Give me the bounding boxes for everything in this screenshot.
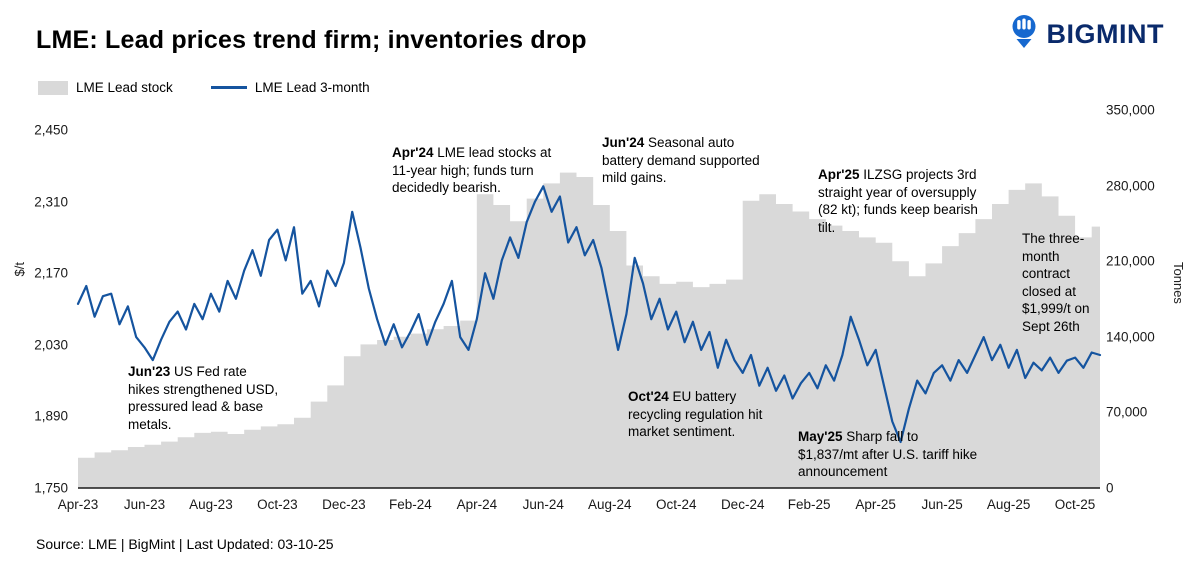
x-tick-label: Apr-24 (456, 497, 498, 512)
annotation-may25: May'25 Sharp fall to $1,837/mt after U.S… (798, 429, 978, 480)
x-tick-label: Feb-25 (787, 497, 831, 512)
annotation-apr25: Apr'25 ILZSG projects 3rd straight year … (818, 167, 978, 235)
legend-label-stock: LME Lead stock (76, 80, 173, 95)
y-right-tick-label: 70,000 (1106, 404, 1148, 420)
y-left-tick-label: 2,030 (34, 337, 68, 353)
x-tick-label: Dec-24 (720, 497, 765, 512)
stock-area-swatch (38, 80, 68, 95)
x-tick-label: Oct-23 (257, 497, 298, 512)
y-left-tick-label: 1,750 (34, 480, 68, 496)
x-tick-label: Oct-24 (655, 497, 697, 512)
x-tick-label: Aug-23 (189, 497, 233, 512)
y-right-tick-label: 350,000 (1106, 102, 1155, 118)
x-tick-label: Jun-25 (921, 497, 963, 512)
page-title: LME: Lead prices trend firm; inventories… (36, 26, 587, 54)
annotation-apr24: Apr'24 LME lead stocks at 11-year high; … (392, 145, 552, 196)
annotation-jun24: Jun'24 Seasonal auto battery demand supp… (602, 135, 760, 186)
annotation-jun23: Jun'23 US Fed rate hikes strengthened US… (128, 364, 279, 432)
legend-label-price: LME Lead 3-month (254, 80, 370, 95)
y-left-tick-label: 2,450 (34, 122, 68, 138)
y-right-tick-label: 280,000 (1106, 178, 1155, 194)
y-right-tick-label: 140,000 (1106, 329, 1155, 345)
bigmint-logo: BIGMINT (1009, 14, 1165, 55)
x-tick-label: Aug-25 (986, 497, 1031, 512)
x-tick-label: Feb-24 (388, 497, 432, 512)
bigmint-logo-icon (1009, 14, 1039, 55)
x-tick-label: Jun-23 (123, 497, 166, 512)
bigmint-logo-text: BIGMINT (1046, 19, 1164, 49)
annotation-oct24: Oct'24 EU battery recycling regulation h… (628, 389, 763, 440)
x-tick-label: Aug-24 (587, 497, 632, 512)
y-left-tick-label: 1,890 (34, 408, 68, 424)
right-axis-title: Tonnes (1171, 262, 1186, 304)
price-line-swatch (210, 86, 247, 89)
x-tick-label: Apr-25 (855, 497, 896, 512)
legend-item-price: LME Lead 3-month (210, 80, 370, 95)
x-tick-label: Apr-23 (57, 497, 99, 512)
source-note: Source: LME | BigMint | Last Updated: 03… (36, 536, 334, 552)
x-tick-label: Dec-23 (322, 497, 366, 512)
y-right-tick-label: 210,000 (1106, 253, 1155, 269)
x-tick-label: Jun-24 (522, 497, 564, 512)
legend: LME Lead stock LME Lead 3-month (38, 80, 370, 95)
legend-item-stock: LME Lead stock (38, 80, 173, 95)
y-right-tick-label: 0 (1106, 480, 1114, 496)
y-left-tick-label: 2,310 (34, 194, 68, 210)
y-left-tick-label: 2,170 (34, 265, 68, 281)
annotation-contract-close-note: The three-month contract closed at $1,99… (1022, 231, 1090, 334)
x-tick-label: Oct-25 (1054, 497, 1096, 512)
